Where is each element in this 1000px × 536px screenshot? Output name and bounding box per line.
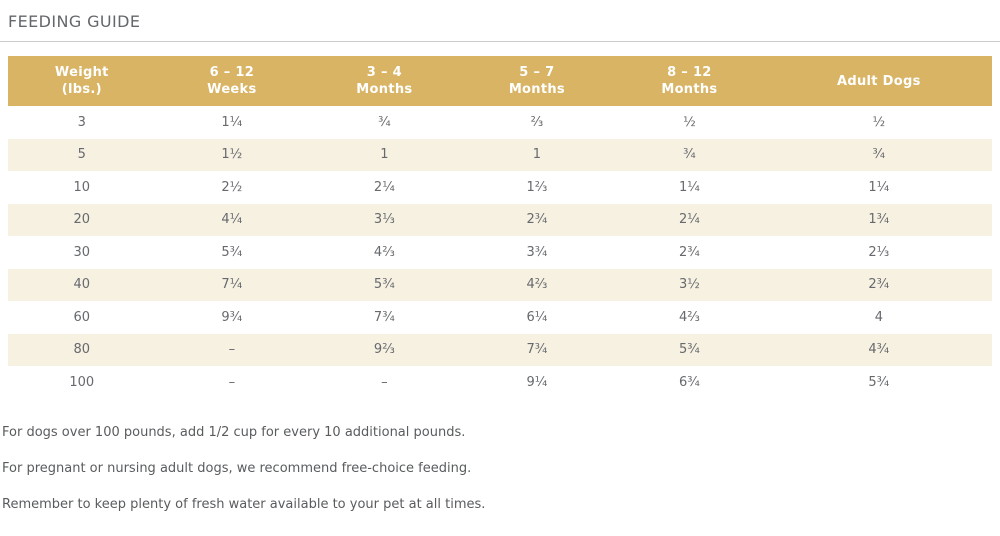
column-header-adult-dogs: Adult Dogs [765,56,992,106]
amount-cell: 4⅔ [373,244,395,260]
column-header-line1: Adult Dogs [837,73,921,89]
weight-cell: 10 [73,179,91,195]
column-header-6-12-weeks: 6 – 12 Weeks [155,56,309,106]
amount-cell: 1 [380,147,389,163]
column-header-8-12-months: 8 – 12 Months [613,56,766,106]
amount-cell: 1½ [221,147,243,163]
table-row: 40 7¼ 5¾ 4⅔ 3½ 2¾ [8,268,992,301]
amount-cell: 4 [874,309,883,325]
column-header-line1: 8 – 12 [667,65,712,80]
table-header: Weight (lbs.) 6 – 12 Weeks 3 – 4 Months … [8,56,992,106]
amount-cell: 1 [532,147,542,163]
amount-cell: 7¾ [526,342,548,358]
note-pregnant-nursing: For pregnant or nursing adult dogs, we r… [2,460,472,476]
column-header-line2: (lbs.) [61,82,102,97]
amount-cell: 7¼ [221,277,243,293]
amount-cell: 4¾ [868,342,890,358]
amount-cell: 3⅓ [373,212,395,228]
header-row: Weight (lbs.) 6 – 12 Weeks 3 – 4 Months … [8,56,992,106]
weight-cell: 5 [77,147,86,163]
column-header-line2: Months [661,82,718,97]
amount-cell: 2¼ [678,212,700,228]
column-header-line1: Weight [54,65,109,80]
column-header-line2: Months [508,82,565,97]
column-header-line1: 3 – 4 [366,65,402,80]
weight-cell: 30 [73,244,91,260]
notes-section: For dogs over 100 pounds, add 1/2 cup fo… [0,425,1000,513]
amount-cell: 2¾ [868,277,890,293]
amount-cell: 1⅔ [526,179,548,195]
amount-cell: ½ [683,114,696,130]
amount-cell: 7¾ [373,309,395,325]
weight-cell: 100 [69,374,95,390]
column-header-5-7-months: 5 – 7 Months [460,56,614,106]
table-row: 100 – – 9¼ 6¾ 5¾ [8,366,992,399]
table-row: 3 1¼ ¾ ⅔ ½ ½ [8,106,992,139]
amount-cell: 9¾ [221,309,243,325]
table-row: 60 9¾ 7¾ 6¼ 4⅔ 4 [8,301,992,334]
amount-cell: 3¾ [526,244,548,260]
amount-cell: ⅔ [530,114,544,130]
amount-cell: ¾ [872,147,886,163]
table-row: 10 2½ 2¼ 1⅔ 1¼ 1¼ [8,171,992,204]
amount-cell: 2¾ [526,212,548,228]
amount-cell: – [228,342,236,358]
amount-cell: 3½ [678,277,700,293]
column-header-3-4-months: 3 – 4 Months [308,56,461,106]
column-header-line2: Months [356,82,413,97]
amount-cell: 9¼ [526,374,548,390]
title-divider [0,41,1000,42]
amount-cell: 1¼ [678,179,700,195]
amount-cell: 6¾ [678,374,700,390]
amount-cell: 9⅔ [373,342,395,358]
amount-cell: – [228,374,236,390]
amount-cell: – [381,374,388,390]
feeding-guide-table: Weight (lbs.) 6 – 12 Weeks 3 – 4 Months … [8,56,992,399]
table-body: 3 1¼ ¾ ⅔ ½ ½ 5 1½ 1 1 ¾ ¾ 10 2½ 2¼ 1⅔ 1¼ 1¼ 20 4¼ 3⅓ 2¾ 2¼ 1¾ 30… [8,106,992,399]
amount-cell: 6¼ [526,309,548,325]
amount-cell: 2¼ [373,179,395,195]
amount-cell: 2½ [221,179,243,195]
weight-cell: 3 [77,114,86,130]
amount-cell: 1¼ [221,114,243,130]
amount-cell: 5¾ [221,244,243,260]
weight-cell: 40 [73,277,91,293]
column-header-line2: Weeks [207,82,257,97]
amount-cell: 1¾ [868,212,890,228]
amount-cell: 4⅔ [678,309,700,325]
column-header-line1: 6 – 12 [209,65,255,80]
weight-cell: 20 [73,212,91,228]
weight-cell: 60 [73,309,91,325]
table-row: 30 5¾ 4⅔ 3¾ 2¾ 2⅓ [8,236,992,269]
note-fresh-water: Remember to keep plenty of fresh water a… [2,496,486,512]
amount-cell: 2⅓ [868,244,890,260]
amount-cell: ¾ [378,114,391,130]
amount-cell: ½ [872,114,886,130]
amount-cell: 5¾ [868,374,890,390]
amount-cell: 4⅔ [526,277,548,293]
amount-cell: 5¾ [678,342,700,358]
table-row: 20 4¼ 3⅓ 2¾ 2¼ 1¾ [8,203,992,236]
weight-cell: 80 [73,342,91,358]
amount-cell: 1¼ [868,179,890,195]
amount-cell: 2¾ [678,244,700,260]
table-row: 5 1½ 1 1 ¾ ¾ [8,138,992,171]
amount-cell: 5¾ [373,277,395,293]
amount-cell: ¾ [683,147,696,163]
table-row: 80 – 9⅔ 7¾ 5¾ 4¾ [8,333,992,366]
note-over-100-pounds: For dogs over 100 pounds, add 1/2 cup fo… [2,424,466,440]
amount-cell: 4¼ [221,212,243,228]
column-header-weight: Weight (lbs.) [8,56,156,106]
column-header-line1: 5 – 7 [519,65,555,80]
page-title: FEEDING GUIDE [8,12,141,31]
